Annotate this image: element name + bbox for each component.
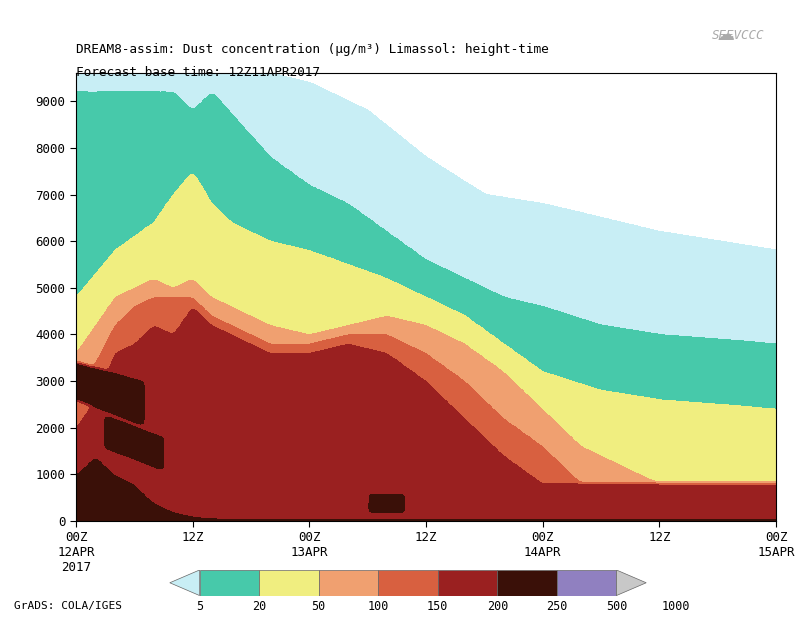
Text: 5: 5 (196, 599, 203, 613)
Text: 200: 200 (486, 599, 508, 613)
Text: 250: 250 (546, 599, 567, 613)
Polygon shape (259, 570, 318, 596)
Text: SEEVCCC: SEEVCCC (711, 29, 764, 42)
Polygon shape (378, 570, 438, 596)
Text: 50: 50 (311, 599, 326, 613)
Text: 100: 100 (367, 599, 389, 613)
Text: ☁: ☁ (716, 26, 734, 43)
Text: 20: 20 (252, 599, 266, 613)
Polygon shape (170, 570, 199, 596)
Text: 1000: 1000 (662, 599, 690, 613)
Text: 500: 500 (606, 599, 627, 613)
Text: GrADS: COLA/IGES: GrADS: COLA/IGES (14, 601, 122, 611)
Text: Forecast base time: 12Z11APR2017: Forecast base time: 12Z11APR2017 (76, 66, 320, 79)
Polygon shape (438, 570, 498, 596)
Text: 150: 150 (427, 599, 449, 613)
Polygon shape (199, 570, 259, 596)
Polygon shape (318, 570, 378, 596)
Polygon shape (617, 570, 646, 596)
Polygon shape (498, 570, 557, 596)
Polygon shape (557, 570, 617, 596)
Text: DREAM8-assim: Dust concentration (μg/m³) Limassol: height-time: DREAM8-assim: Dust concentration (μg/m³)… (76, 43, 549, 56)
